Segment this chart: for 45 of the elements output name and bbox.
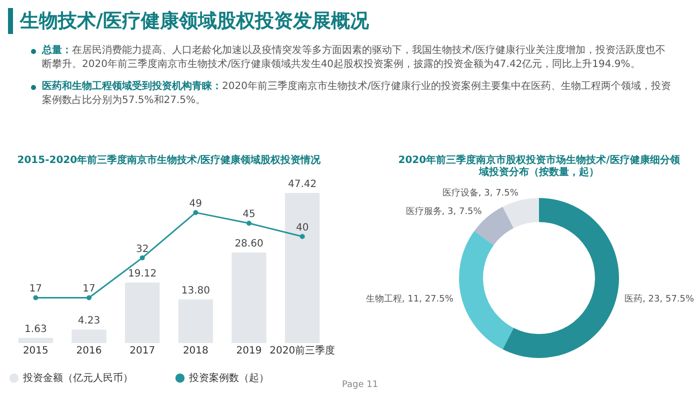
data-label: 17 [29,284,42,295]
bar [72,330,106,343]
data-label: 19.12 [128,268,157,280]
x-tick-label: 2019 [236,346,262,356]
data-label: 47.42 [288,179,317,190]
data-label: 13.80 [181,285,210,296]
point [140,255,145,260]
point [33,295,38,300]
data-label: 32 [136,244,149,255]
bar [232,252,266,343]
text: 生物技术/医疗健康领域股权投资发展概况 [8,8,369,34]
donut-slice [502,198,619,358]
donut-slice [459,230,514,350]
bar [285,193,320,343]
data-label: 1.63 [24,324,47,335]
slice-label: 生物工程, 11, 27.5% [366,294,454,305]
x-tick-label: 2020前三季度 [270,344,336,356]
data-label: 40 [296,222,309,234]
text: 总量：在居民消费能力提高、人口老龄化加速以及疫情突发等多方面因素的驱动下，我国生物技术/医疗健康行业关注度增加，投资活跃度也不断攀升。2020年前三季度南京市生物技术/医疗健康领域共发生40起股权投资案例，披露的投资金额为47.42亿元，同比上升194.9%。 [42,45,666,70]
bar [125,282,160,343]
point [86,295,92,300]
data-label: 49 [189,198,202,210]
text: 医药和生物工程领域受到投资机构青睐：2020年前三季度南京市生物技术/医疗健康行业的投资案例主要集中在医药、生物工程两个领域，投资案例数占比分别为57.5%和27.5%。 [42,81,671,106]
data-label: 4.23 [78,316,100,327]
data-label: 17 [82,284,96,295]
x-tick-label: 2017 [130,346,156,356]
slice-label: 医药, 23, 57.5% [624,294,695,305]
data-label: 28.60 [234,238,264,250]
point [300,234,305,240]
x-tick-label: 2016 [76,346,102,356]
donut-slice [502,198,539,228]
data-label: 45 [242,209,256,220]
bar [18,338,53,343]
slice-label: 医疗服务, 3, 7.5% [406,206,482,218]
point [193,210,198,216]
slice-label: 医疗设备, 3, 7.5% [442,187,519,198]
x-tick-label: 2018 [182,346,208,356]
x-tick-label: 2015 [22,346,48,356]
legend-label: 投资案例数（起） [188,372,269,384]
chart-title: 2020年前三季度南京市股权投资市场生物技术/医疗健康细分领域投资分布（按数量，起） [398,154,681,178]
bar [178,299,213,343]
legend-label: 投资金额（亿元人民币） [22,372,133,384]
point [246,220,252,226]
chart-title: 2015-2020年前三季度南京市生物技术/医疗健康领域股权投资情况 [17,154,322,166]
text: Page 11 [342,380,378,390]
